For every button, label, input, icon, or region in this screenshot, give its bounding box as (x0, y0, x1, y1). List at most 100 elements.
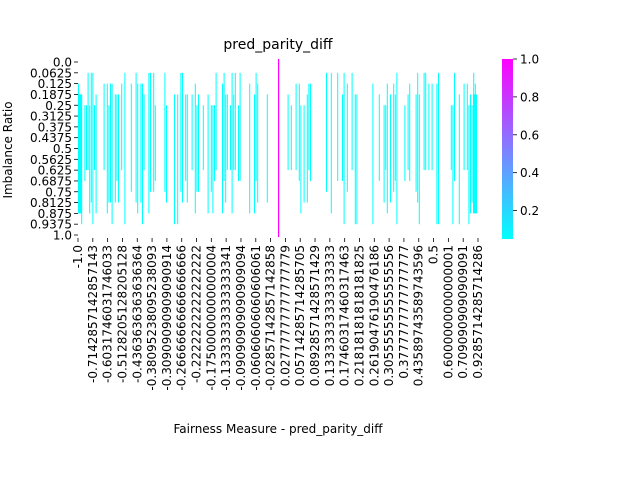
y-tick-label: 0.0 (53, 56, 72, 70)
y-tick-label: 0.0625 (30, 66, 72, 80)
heatmap-cell (415, 94, 417, 192)
heatmap-cell (94, 105, 95, 171)
colorbar (502, 59, 513, 239)
heatmap-cell (111, 83, 113, 225)
heatmap-cell (130, 83, 132, 192)
heatmap-cell (185, 94, 187, 181)
x-tick-label: -0.09090909090909094 (234, 245, 248, 391)
heatmap-cell (431, 83, 433, 171)
heatmap-cell (393, 83, 395, 192)
heatmap-cell (135, 72, 137, 203)
heatmap-cell (202, 105, 204, 171)
y-tick-label: 0.4375 (30, 131, 72, 145)
heatmap-cell (452, 105, 454, 225)
heatmap-cell (118, 94, 119, 203)
x-tick-label: 0.13333333333333333 (323, 245, 337, 386)
heatmap-cell (436, 83, 438, 225)
heatmap-cell (103, 83, 105, 171)
heatmap-cell (356, 94, 358, 225)
heatmap-cell (337, 72, 339, 181)
heatmap-cell (239, 72, 241, 181)
heatmap-cell (89, 105, 91, 214)
x-tick-label: -0.6031746031746033 (101, 245, 115, 383)
y-tick-label: 0.6875 (30, 174, 72, 188)
x-axis-label: Fairness Measure - pred_parity_diff (173, 422, 383, 436)
heatmap-cell (254, 94, 255, 214)
heatmap-cell (458, 94, 460, 225)
heatmap-cell (266, 94, 268, 203)
x-tick-label: 0.30555555555555556 (382, 245, 396, 386)
heatmap-cell (231, 72, 233, 214)
heatmap-cell (84, 105, 86, 181)
heatmap-cell (230, 105, 231, 171)
colorbar-tick-label: 0.2 (520, 204, 539, 218)
heatmap-cell (354, 94, 356, 225)
x-tick-label: 0.9285714285714286 (471, 245, 485, 379)
heatmap-cell-high (278, 59, 280, 237)
heatmap-cell (386, 83, 388, 214)
heatmap-cell (249, 83, 251, 214)
heatmap-cell (407, 94, 409, 171)
heatmap-cell (210, 105, 212, 192)
heatmap-cell (182, 72, 183, 203)
heatmap-cell (306, 94, 308, 203)
heatmap-cell (438, 72, 439, 225)
heatmap-cells (78, 72, 477, 225)
heatmap-cell (92, 72, 94, 225)
y-axis-label: Imbalance Ratio (1, 101, 15, 198)
heatmap-cell (454, 72, 455, 181)
heatmap-cell (86, 105, 87, 171)
y-tick-label: 0.875 (38, 207, 72, 221)
heatmap-cell (95, 94, 97, 214)
heatmap-cell (164, 72, 166, 192)
heatmap-cell (234, 72, 236, 171)
heatmap-cell (174, 94, 175, 225)
heatmap-cell (222, 83, 223, 214)
heatmap-cell (108, 105, 110, 203)
colorbar-tick-label: 0.4 (520, 166, 539, 180)
x-axis-ticks: -1.0 -0.7142857142857143 -0.60317460317460… (71, 238, 485, 391)
heatmap-cell (450, 105, 452, 171)
y-axis-ticks: 0.00.06250.1250.18750.250.31250.3750.437… (30, 56, 78, 243)
y-tick-label: 0.375 (38, 120, 72, 134)
x-tick-label: 0.26190476190476186 (367, 245, 381, 386)
heatmap-cell (78, 94, 82, 214)
heatmap-cell (466, 83, 468, 171)
x-tick-label: -0.7142857142857143 (86, 245, 100, 383)
heatmap-cell (225, 94, 227, 203)
x-tick-label: -0.06060606060606061 (249, 245, 263, 391)
heatmap-cell (463, 83, 465, 171)
heatmap-cell (198, 94, 199, 192)
heatmap-cell (106, 83, 108, 214)
y-tick-label: 0.125 (38, 77, 72, 91)
colorbar-ticks: 0.2 0.4 0.6 0.8 1.0 (513, 53, 539, 218)
heatmap-cell (418, 94, 420, 225)
x-tick-label: -0.13333333333333341 (219, 245, 233, 391)
heatmap-cell (87, 72, 89, 171)
x-tick-label: 0.6000000000000001 (441, 245, 455, 379)
heatmap-cell (295, 83, 297, 171)
x-tick-label: 0.02777777777777779 (278, 245, 292, 386)
heatmap-cell (409, 83, 411, 181)
heatmap-cell (148, 72, 150, 214)
heatmap-cell (137, 83, 139, 214)
heatmap-cell (166, 105, 167, 203)
heatmap-cell (473, 94, 477, 214)
heatmap-cell (196, 105, 198, 192)
x-tick-label: 0.7090909090909091 (456, 245, 470, 379)
x-tick-label: -0.5128205128205128 (115, 245, 129, 383)
x-tick-label: 0.05714285714285705 (293, 245, 307, 386)
heatmap-cell (471, 105, 473, 203)
heatmap-cell (310, 83, 311, 181)
heatmap-cell (423, 72, 425, 171)
heatmap-cell (140, 83, 142, 203)
heatmap-cell (114, 94, 116, 203)
heatmap-cell (110, 83, 111, 203)
heatmap-cell (186, 94, 188, 203)
x-tick-label: 0.3777777777777777 (397, 245, 411, 379)
heatmap-cell (154, 105, 156, 181)
y-tick-label: 0.3125 (30, 110, 72, 124)
heatmap-cell (343, 72, 345, 225)
y-tick-label: 0.75 (45, 185, 72, 199)
heatmap-cell (346, 83, 348, 192)
